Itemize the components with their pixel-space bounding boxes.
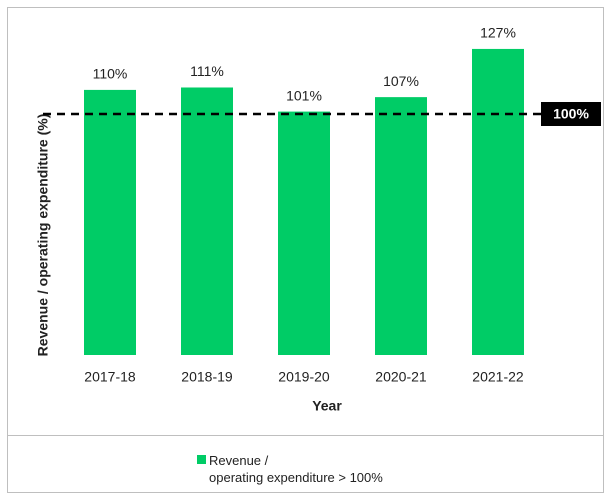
x-tick-label: 2021-22 [472,369,524,385]
bar [181,87,233,356]
x-tick-label: 2018-19 [181,369,233,385]
value-label: 111% [190,63,224,79]
x-tick-label: 2019-20 [278,369,330,385]
x-axis-label: Year [312,398,342,414]
bar [375,97,427,355]
bar [278,111,330,355]
legend-label: Revenue / operating expenditure > 100% [209,453,383,485]
reference-label-box [541,102,601,126]
reference-label: 100% [553,106,589,122]
value-label: 101% [286,87,322,103]
x-tick-label: 2017-18 [84,369,136,385]
legend: Revenue / operating expenditure > 100% [197,452,383,486]
value-label: 107% [383,73,419,89]
divider [7,435,604,436]
bar [84,89,136,356]
y-axis-label: Revenue / operating expenditure (%) [35,114,51,357]
bar [472,48,524,356]
legend-swatch [197,455,206,464]
value-label: 110% [93,66,128,82]
chart: Revenue / operating expenditure (%) Year… [35,25,601,414]
frame [7,7,604,493]
x-tick-label: 2020-21 [375,369,427,385]
value-label: 127% [480,25,516,41]
